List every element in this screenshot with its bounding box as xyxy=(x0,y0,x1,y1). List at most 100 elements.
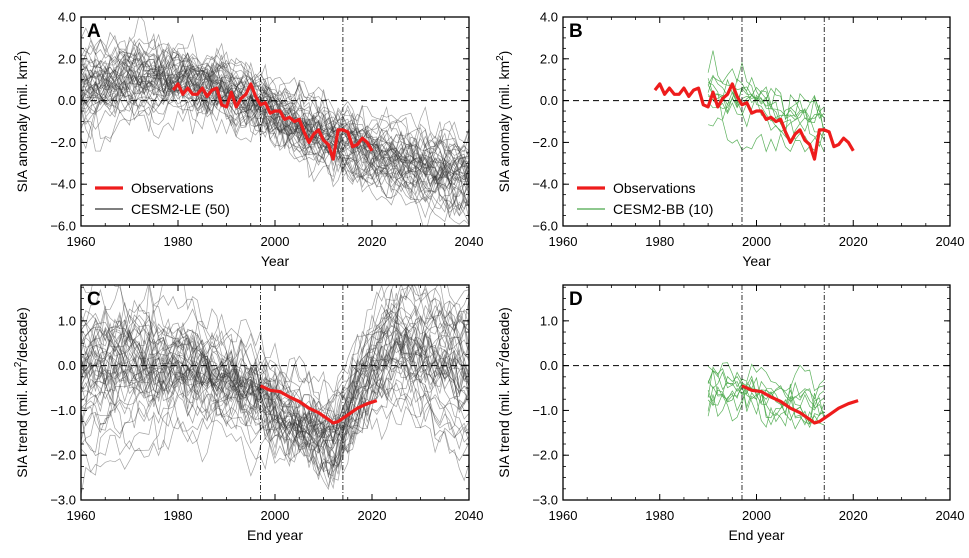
panel-label: D xyxy=(569,289,583,310)
ensemble-member-line xyxy=(81,315,469,466)
ensemble-member-line xyxy=(81,285,469,442)
ensemble-member-line xyxy=(81,316,469,439)
ensemble-member-line xyxy=(81,285,469,401)
ensemble-member-line xyxy=(707,362,825,392)
x-tick-label: 2040 xyxy=(455,234,484,249)
ensemble-member-line xyxy=(81,52,469,155)
ensemble-member-line xyxy=(707,369,825,416)
ensemble-member-line xyxy=(81,58,469,183)
ensemble-member-line xyxy=(81,310,469,448)
y-tick-label: 0.0 xyxy=(58,358,76,373)
ensemble-member-line xyxy=(81,336,469,471)
ensemble-member-line xyxy=(81,51,469,182)
ensemble-member-line xyxy=(81,17,469,198)
y-tick-label: −4.0 xyxy=(50,177,76,192)
ensemble-member-line xyxy=(81,65,469,200)
ensemble-member-line xyxy=(81,320,469,432)
ensemble-member-line xyxy=(81,305,469,476)
ensemble-member-line xyxy=(707,375,825,416)
panel-label: C xyxy=(87,289,101,310)
ensemble-member-line xyxy=(81,92,469,187)
y-tick-label: 0.0 xyxy=(540,358,558,373)
ensemble-member-line xyxy=(81,303,469,482)
ensemble-member-line xyxy=(81,318,469,443)
ensemble-member-line xyxy=(81,68,469,179)
ensemble-member-line xyxy=(81,308,469,475)
ensemble-member-line xyxy=(81,33,469,178)
x-tick-label: 2000 xyxy=(742,234,771,249)
x-tick-label: 2000 xyxy=(742,508,771,523)
x-tick-label: 1960 xyxy=(67,234,96,249)
ensemble-member-line xyxy=(81,72,469,179)
ensemble-member-line xyxy=(81,285,469,405)
ensemble-member-line xyxy=(81,47,469,179)
ensemble-member-line xyxy=(81,285,469,447)
y-axis-label: SIA anomaly (mil. km2) xyxy=(495,51,512,193)
y-tick-label: 2.0 xyxy=(58,51,76,66)
panel-D: 1960 1980 2000 2020 2040 1.0 0.0 −1.0 −2.0 −3.0 En… xyxy=(495,284,965,543)
x-tick-label: 2000 xyxy=(261,508,290,523)
y-tick-label: 0.0 xyxy=(540,93,558,108)
x-tick-label: 2040 xyxy=(936,508,965,523)
y-tick-label: 1.0 xyxy=(58,313,76,328)
ensemble-member-line xyxy=(81,98,469,156)
panel-A: 1960 1980 2000 2020 2040 4.0 2.0 0.0 −2.0 −4.0 −6.… xyxy=(13,10,483,270)
x-tick-label: 1980 xyxy=(645,508,674,523)
ensemble-member-line xyxy=(81,60,469,189)
legend-ensemble-label: CESM2-LE (50) xyxy=(131,201,230,217)
ensemble-member-line xyxy=(81,310,469,441)
ensemble-member-line xyxy=(81,62,469,217)
y-tick-label: −4.0 xyxy=(532,177,558,192)
ensemble-member-line xyxy=(81,51,469,207)
ensemble-member-line xyxy=(81,331,469,468)
x-tick-label: 2020 xyxy=(358,508,387,523)
ensemble-member-line xyxy=(81,326,469,456)
y-tick-label: 4.0 xyxy=(58,10,76,25)
y-tick-label: −3.0 xyxy=(50,493,76,508)
ensemble-member-line xyxy=(81,61,469,226)
y-tick-label: −6.0 xyxy=(532,219,558,234)
ensemble-member-line xyxy=(81,38,469,211)
ensemble-member-line xyxy=(81,70,469,178)
plot-area xyxy=(563,17,950,226)
observations-line xyxy=(171,82,374,161)
y-axis-label: SIA anomaly (mil. km2) xyxy=(13,51,30,193)
ensemble-member-line xyxy=(708,117,825,153)
ensemble-member-line xyxy=(81,47,469,151)
ensemble-member-line xyxy=(81,329,469,481)
y-tick-label: −2.0 xyxy=(532,448,558,463)
x-axis-label: End year xyxy=(247,527,303,543)
legend-observations-label: Observations xyxy=(131,180,213,196)
ensemble-member-line xyxy=(81,324,469,477)
ensemble-member-line xyxy=(81,42,469,150)
x-tick-label: 2020 xyxy=(839,234,868,249)
legend-ensemble-label: CESM2-BB (10) xyxy=(613,201,713,217)
ensemble-member-line xyxy=(81,80,469,204)
ensemble-member-line xyxy=(81,71,469,211)
ensemble-member-line xyxy=(707,376,825,405)
ensemble-member-line xyxy=(707,366,825,428)
x-tick-label: 2040 xyxy=(936,234,965,249)
ensemble-member-line xyxy=(81,27,469,223)
ensemble-member-line xyxy=(81,314,469,490)
ensemble-member-line xyxy=(81,285,469,447)
ensemble-member-line xyxy=(81,340,469,451)
y-tick-label: 4.0 xyxy=(540,10,558,25)
ensemble-member-line xyxy=(81,56,469,209)
ensemble-member-line xyxy=(81,315,469,468)
ensemble-member-line xyxy=(81,74,469,203)
ensemble-member-line xyxy=(81,305,469,413)
observations-line xyxy=(259,384,378,425)
panel-B: 1960 1980 2000 2020 2040 4.0 2.0 0.0 −2.0 −4.0 −6.… xyxy=(495,10,964,270)
ensemble-member-line xyxy=(707,95,825,146)
ensemble-member-line xyxy=(81,331,469,434)
y-tick-label: −1.0 xyxy=(532,403,558,418)
plot-area xyxy=(81,17,469,226)
ensemble-member-line xyxy=(707,371,825,430)
ensemble-member-line xyxy=(81,285,469,496)
ensemble-member-line xyxy=(81,314,469,451)
y-tick-label: −2.0 xyxy=(50,135,76,150)
ensemble-member-line xyxy=(81,330,469,476)
ensemble-member-line xyxy=(81,85,469,184)
